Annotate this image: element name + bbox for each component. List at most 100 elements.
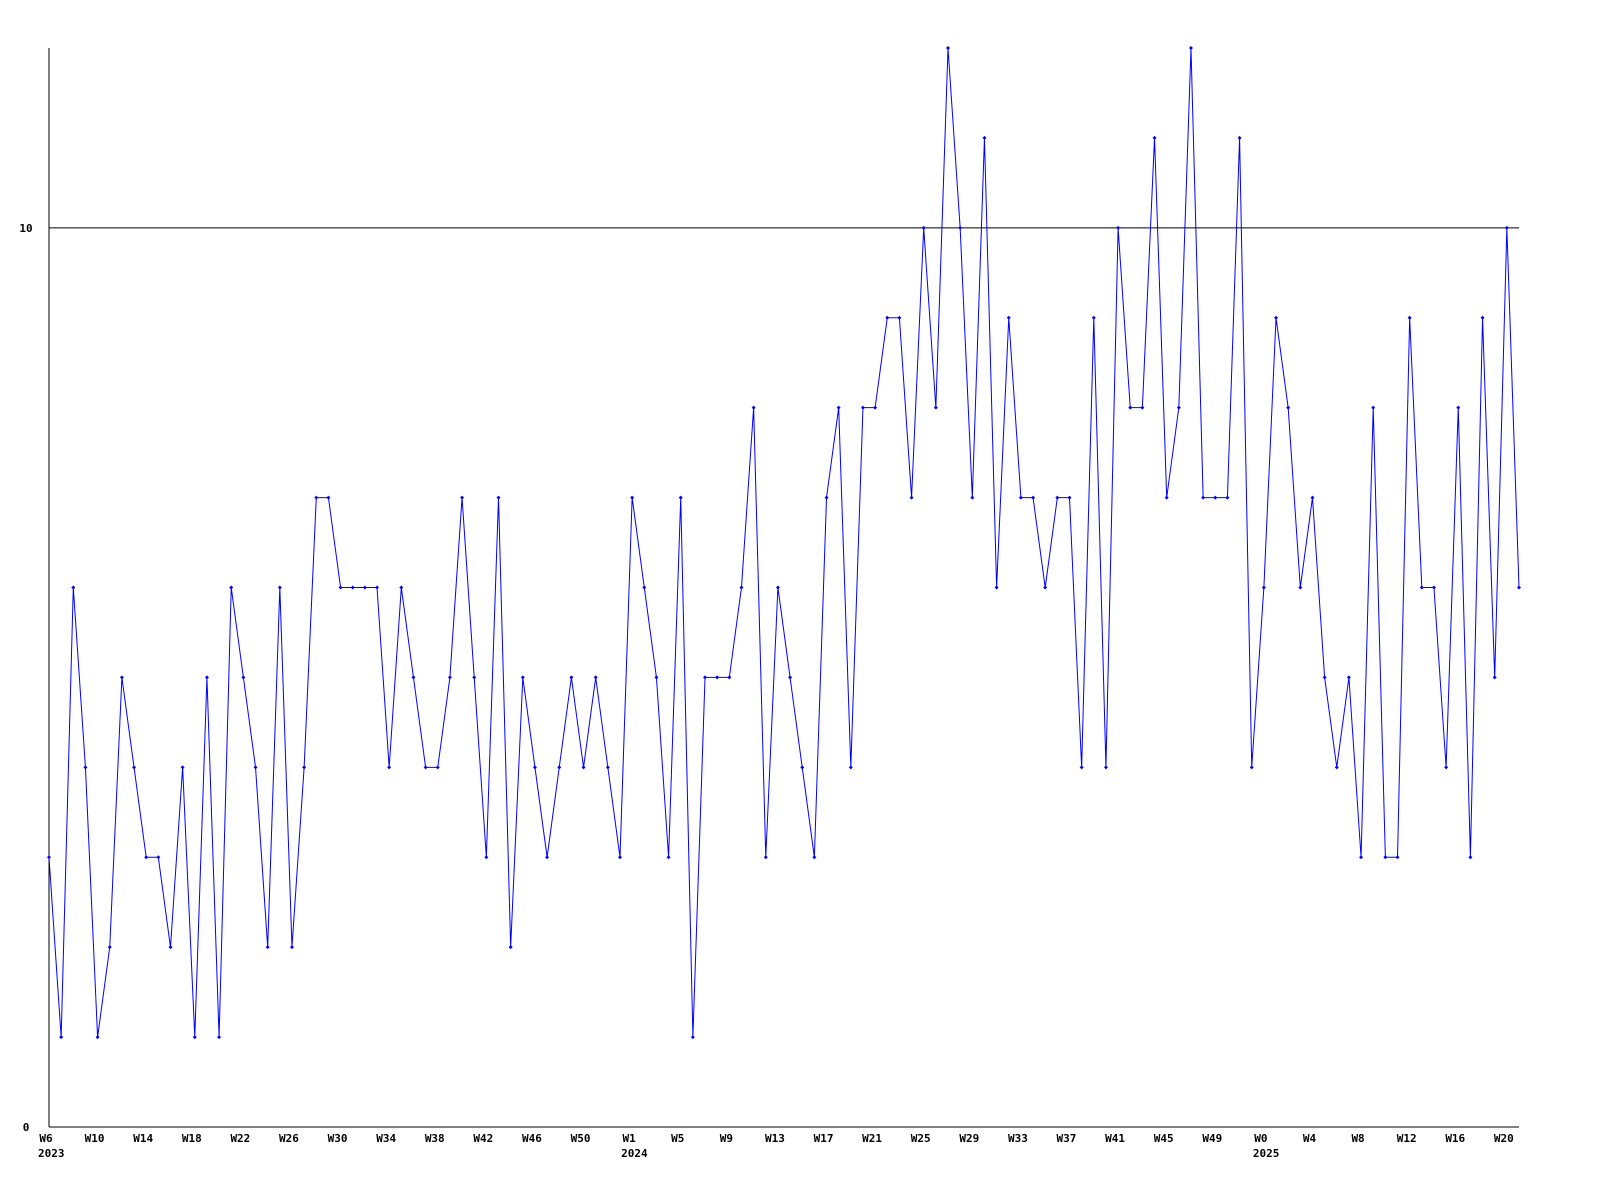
point [581,765,586,770]
point [654,675,659,680]
point [1286,405,1291,410]
point [545,855,550,860]
point [411,675,416,680]
x-tick-label: W13 [765,1132,785,1145]
x-tick-label: W38 [425,1132,445,1145]
x-tick-label: W12 [1397,1132,1417,1145]
point [1322,675,1327,680]
point [144,855,149,860]
x-tick-label: W29 [959,1132,979,1145]
x-tick-label: W30 [328,1132,348,1145]
point [119,675,124,680]
point [909,495,914,500]
point [71,585,76,590]
x-tick-label: W5 [671,1132,684,1145]
point [569,675,574,680]
point [1480,315,1485,320]
point [168,945,173,950]
point [132,765,137,770]
point [1431,585,1436,590]
point [1225,495,1230,500]
point [83,765,88,770]
point [1346,675,1351,680]
x-tick-label: W0 [1254,1132,1267,1145]
point [994,585,999,590]
point [496,495,501,500]
point [958,225,963,230]
point [1031,495,1036,500]
point [946,46,951,50]
x-tick-label: W49 [1202,1132,1222,1145]
point [192,1035,197,1040]
point [788,675,793,680]
point [1407,315,1412,320]
point [289,945,294,950]
point [1128,405,1133,410]
point [970,495,975,500]
point [1213,495,1218,500]
point [982,135,987,140]
point [1237,135,1242,140]
point [1517,585,1521,590]
point [399,585,404,590]
x-tick-label: W37 [1057,1132,1077,1145]
point [1468,855,1473,860]
x-tick-label: W14 [133,1132,153,1145]
point [277,585,282,590]
point [933,405,938,410]
point [1261,585,1266,590]
point [873,405,878,410]
point [59,1035,64,1040]
point [229,585,234,590]
point [1419,585,1424,590]
point [739,585,744,590]
point [253,765,258,770]
point [387,765,392,770]
point [1103,765,1108,770]
point [1504,225,1509,230]
point [1492,675,1497,680]
x-tick-label: W34 [376,1132,396,1145]
point [666,855,671,860]
point [727,675,732,680]
point [460,495,465,500]
y-tick-label: 0 [23,1121,30,1134]
point [1164,495,1169,500]
point [265,945,270,950]
point [1201,495,1206,500]
point [1298,585,1303,590]
point [362,585,367,590]
point [338,585,343,590]
point [180,765,185,770]
point [921,225,926,230]
point [1456,405,1461,410]
point [1091,315,1096,320]
x-tick-label: W8 [1351,1132,1364,1145]
point [860,405,865,410]
point [435,765,440,770]
point [1006,315,1011,320]
point [375,585,380,590]
x-tick-label: W42 [473,1132,493,1145]
x-tick-label: W26 [279,1132,299,1145]
point [1079,765,1084,770]
point [532,765,537,770]
x-year-label: 2025 [1253,1147,1280,1160]
point [241,675,246,680]
x-tick-label: W9 [720,1132,733,1145]
point [204,675,209,680]
x-tick-label: W41 [1105,1132,1125,1145]
point [423,765,428,770]
point [690,1035,695,1040]
x-tick-label: W45 [1154,1132,1174,1145]
point [617,855,622,860]
point [1140,405,1145,410]
x-tick-label: W21 [862,1132,882,1145]
x-tick-label: W46 [522,1132,542,1145]
x-tick-label: W20 [1494,1132,1514,1145]
point [751,405,756,410]
point [1334,765,1339,770]
point [1018,495,1023,500]
x-tick-label: W6 [39,1132,53,1145]
y-tick-label: 10 [19,222,32,235]
